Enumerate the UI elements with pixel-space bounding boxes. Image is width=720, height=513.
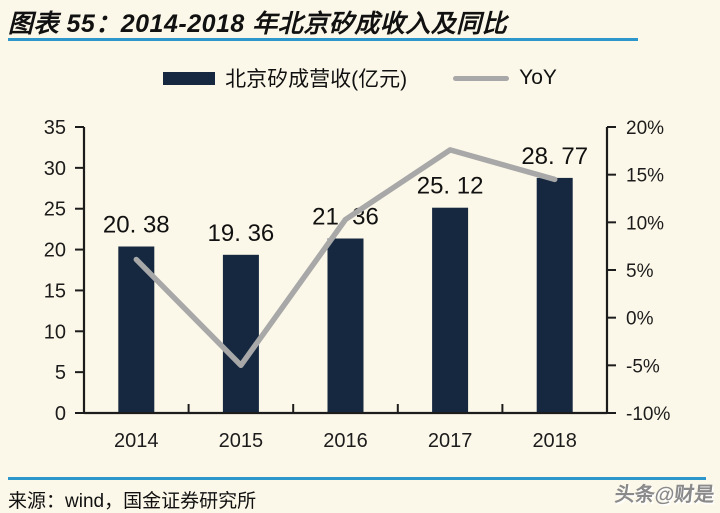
title-rule (8, 38, 638, 41)
y-axis-right-label: 15% (626, 166, 664, 187)
y-axis-right-label: 0% (626, 309, 654, 330)
legend-label-yoy: YoY (519, 66, 557, 89)
line-swatch-icon (453, 75, 510, 81)
y-axis-left-label: 5 (55, 362, 66, 384)
legend-item-revenue: 北京矽成营收(亿元) (163, 63, 407, 93)
y-axis-left-label: 25 (44, 199, 66, 221)
footer-rule (8, 477, 706, 480)
y-axis-right-label: -5% (626, 356, 660, 377)
bar-value-label-2015: 19. 36 (208, 220, 275, 247)
legend-item-yoy: YoY (453, 66, 557, 90)
bar-2017 (432, 207, 469, 413)
bar-2015 (222, 254, 259, 413)
y-axis-left-label: 15 (44, 280, 66, 302)
y-axis-right-label: 5% (626, 261, 654, 282)
y-axis-right-label: 20% (626, 118, 664, 139)
legend-label-revenue: 北京矽成营收(亿元) (225, 68, 408, 91)
watermark: 头条@财是 (614, 484, 716, 506)
x-axis-label-2015: 2015 (219, 430, 264, 452)
y-axis-left-label: 10 (44, 321, 66, 343)
y-axis-left-label: 30 (44, 158, 66, 180)
bar-value-label-2017: 25. 12 (417, 173, 484, 200)
x-axis-label-2017: 2017 (428, 430, 473, 452)
x-axis-label-2016: 2016 (323, 430, 368, 452)
x-axis-label-2018: 2018 (532, 430, 577, 452)
figure-title: 图表 55：2014-2018 年北京矽成收入及同比 (8, 10, 508, 38)
bar-2016 (327, 238, 364, 413)
y-axis-right-label: 10% (626, 213, 664, 234)
yoy-line (133, 147, 558, 369)
y-axis-left-label: 0 (55, 403, 66, 425)
source-text: 来源：wind，国金证券研究所 (8, 491, 257, 512)
legend: 北京矽成营收(亿元) YoY (0, 63, 720, 93)
bar-swatch-icon (163, 71, 216, 85)
x-axis-label-2014: 2014 (114, 430, 159, 452)
bar-value-label-2014: 20. 38 (103, 212, 170, 239)
bar-value-label-2018: 28. 77 (521, 143, 588, 170)
y-axis-left-label: 35 (44, 117, 66, 139)
y-axis-left-label: 20 (44, 240, 66, 262)
y-axis-right-label: -10% (626, 404, 670, 425)
bar-2018 (536, 177, 573, 413)
